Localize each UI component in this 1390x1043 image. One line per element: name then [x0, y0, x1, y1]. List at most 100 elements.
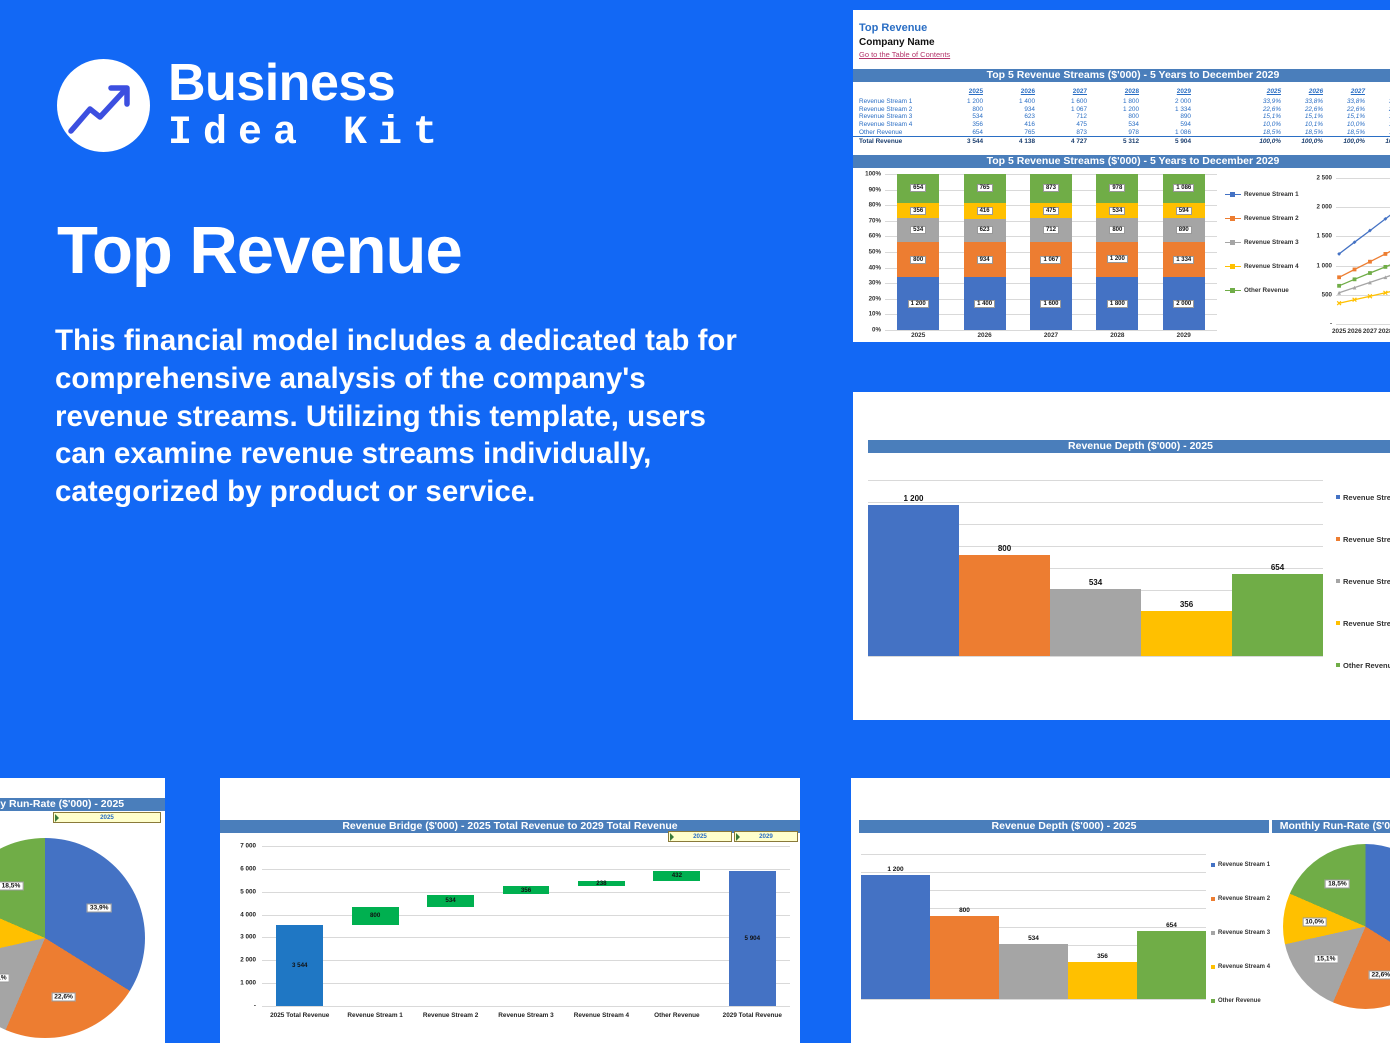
bar-group: 1 200 800 534 356 654	[861, 854, 1206, 999]
chart-monthly-run-rate-pie-left: 33,9%22,6%15,1%10,0%18,5%	[0, 838, 145, 1038]
hero-description: This financial model includes a dedicate…	[55, 324, 737, 508]
bar-column: 534	[1050, 480, 1141, 656]
legend-label: Other Revenue	[1218, 998, 1261, 1004]
table-row: Other Revenue 654 765 873 978 1 086 18,5% 18,5%…	[853, 128, 1390, 138]
stacked-segment: 800	[897, 241, 940, 278]
legend-item: Other Revenue	[1211, 984, 1270, 1018]
gridline	[868, 480, 1323, 481]
bar-column: 356	[1068, 854, 1137, 999]
stacked-bar-column: 873 475 712 1 067 1 600	[1029, 174, 1072, 330]
table-total-row: Total Revenue 3 544 4 138 4 727 5 312 5 904 10…	[853, 136, 1390, 146]
gridline	[262, 914, 790, 916]
y-tick-label: 3 000	[240, 933, 256, 941]
legend-swatch	[1211, 965, 1215, 969]
hero-section: Business Idea Kit Top Revenue This finan…	[0, 0, 850, 770]
year-selector-2025[interactable]: 2025	[53, 812, 161, 823]
x-tick-label: 2025	[1331, 328, 1347, 335]
segment-value-label: 2 000	[1173, 299, 1195, 308]
legend-swatch	[1336, 663, 1340, 667]
legend-line-swatch	[1225, 263, 1241, 269]
waterfall-bar: 432	[653, 871, 701, 881]
revenue-depth-band-title: Revenue Depth ($'000) - 2025	[868, 440, 1390, 453]
legend-item: Revenue Stream 3	[1225, 230, 1299, 254]
bar	[959, 555, 1050, 656]
bridge-year-selector-start[interactable]: 2025	[668, 831, 732, 842]
y-tick-label: 60%	[868, 232, 881, 240]
legend-item: Revenue Stream 2	[1211, 882, 1270, 916]
waterfall-value-label: 238	[596, 880, 607, 888]
y-tick-label: 2 500	[1316, 174, 1332, 182]
x-tick-label: Revenue Stream 1	[347, 1012, 403, 1019]
legend-swatch	[1211, 863, 1215, 867]
bar-column: 356	[1141, 480, 1232, 656]
bar-column: 654	[1137, 854, 1206, 999]
legend-item: Revenue Stream 3	[1336, 560, 1390, 602]
gridline	[868, 656, 1323, 657]
gridline	[861, 890, 1206, 892]
x-tick-label: 2028	[1110, 332, 1125, 339]
bar	[1068, 962, 1137, 999]
y-tick-label: 500	[1321, 291, 1332, 299]
bar-group: 1 200 800 534 356 654	[868, 480, 1323, 656]
stacked-segment: 1 200	[897, 277, 940, 330]
legend-swatch	[1336, 621, 1340, 625]
waterfall-bar: 534	[427, 894, 474, 907]
stacked-segment: 765	[963, 174, 1006, 203]
year-selector-row-left[interactable]: 2025	[53, 812, 161, 823]
revenue-depth-legend-small: Revenue Stream 1 Revenue Stream 2 Revenue …	[1211, 848, 1270, 1018]
chart-monthly-run-rate-pie-right: 33,9%22,6%15,1%10,0%18,5%	[1283, 844, 1390, 1009]
segment-value-label: 623	[976, 226, 993, 235]
bar-column: 534	[999, 854, 1068, 999]
waterfall-bar: 356	[502, 886, 550, 895]
stacked-segment: 2 000	[1162, 277, 1205, 330]
legend-label: Revenue Stream 1	[1244, 190, 1299, 198]
gridline	[861, 872, 1206, 874]
segment-value-label: 1 067	[1040, 255, 1062, 264]
stacked-segment: 356	[897, 202, 940, 219]
stacked-segment: 1 800	[1096, 277, 1139, 330]
y-tick-label: -	[1329, 320, 1332, 328]
pie-value-label: 33,9%	[86, 903, 112, 913]
y-tick-label: 1 000	[240, 979, 256, 987]
table-of-contents-link[interactable]: Go to the Table of Contents	[859, 49, 951, 59]
panel-revenue-depth-large: Revenue Depth ($'000) - 2025 1 200 800 534…	[853, 392, 1390, 720]
stacked-segment: 534	[897, 218, 940, 242]
year-selector-row-bridge[interactable]: 2025 2029	[668, 831, 798, 842]
bridge-year-selector-end[interactable]: 2029	[734, 831, 798, 842]
legend-line-swatch	[1225, 239, 1241, 245]
gridline	[262, 960, 790, 962]
chart-band-title: Top 5 Revenue Streams ($'000) - 5 Years …	[853, 155, 1390, 168]
legend-item: Revenue Stream 4	[1336, 602, 1390, 644]
table-row: Revenue Stream 2 800 934 1 067 1 200 1 334 22,…	[859, 105, 1390, 113]
x-tick-label: Other Revenue	[654, 1012, 700, 1019]
stacked-segment: 1 067	[1029, 241, 1072, 278]
segment-value-label: 1 600	[1040, 299, 1062, 308]
stacked-bar-column: 765 416 623 934 1 400	[963, 174, 1006, 330]
legend-label: Revenue Stream 3	[1218, 930, 1271, 936]
legend-item: Revenue Stream 3	[1211, 916, 1270, 950]
gridline	[868, 502, 1323, 503]
bar-value-label: 800	[997, 544, 1012, 554]
waterfall-value-label: 800	[369, 912, 381, 920]
segment-value-label: 1 086	[1173, 184, 1195, 193]
stacked-segment: 475	[1029, 202, 1072, 219]
gridline	[861, 854, 1206, 855]
waterfall-value-label: 5 904	[744, 935, 761, 943]
y-tick-label: 70%	[868, 217, 881, 225]
segment-value-label: 594	[1175, 206, 1192, 215]
segment-value-label: 1 200	[1106, 255, 1128, 264]
growth-arrow-chart-icon	[57, 59, 150, 152]
x-tick-label: 2028	[1378, 328, 1390, 335]
waterfall-value-label: 356	[520, 886, 532, 894]
stacked-segment: 800	[1096, 218, 1139, 242]
page-title: Top Revenue	[57, 213, 463, 288]
segment-value-label: 475	[1042, 206, 1059, 215]
bar-column: 800	[930, 854, 999, 999]
x-tick-label: Revenue Stream 2	[422, 1012, 479, 1019]
x-tick-label: Revenue Stream 4	[573, 1012, 630, 1019]
panel-monthly-run-rate-left: Monthly Run-Rate ($'000) - 2025 2025 33,…	[0, 778, 165, 1043]
legend-label: Revenue Stream 1	[1343, 492, 1390, 502]
y-tick-label: 80%	[868, 201, 881, 209]
gridline	[1336, 294, 1390, 296]
